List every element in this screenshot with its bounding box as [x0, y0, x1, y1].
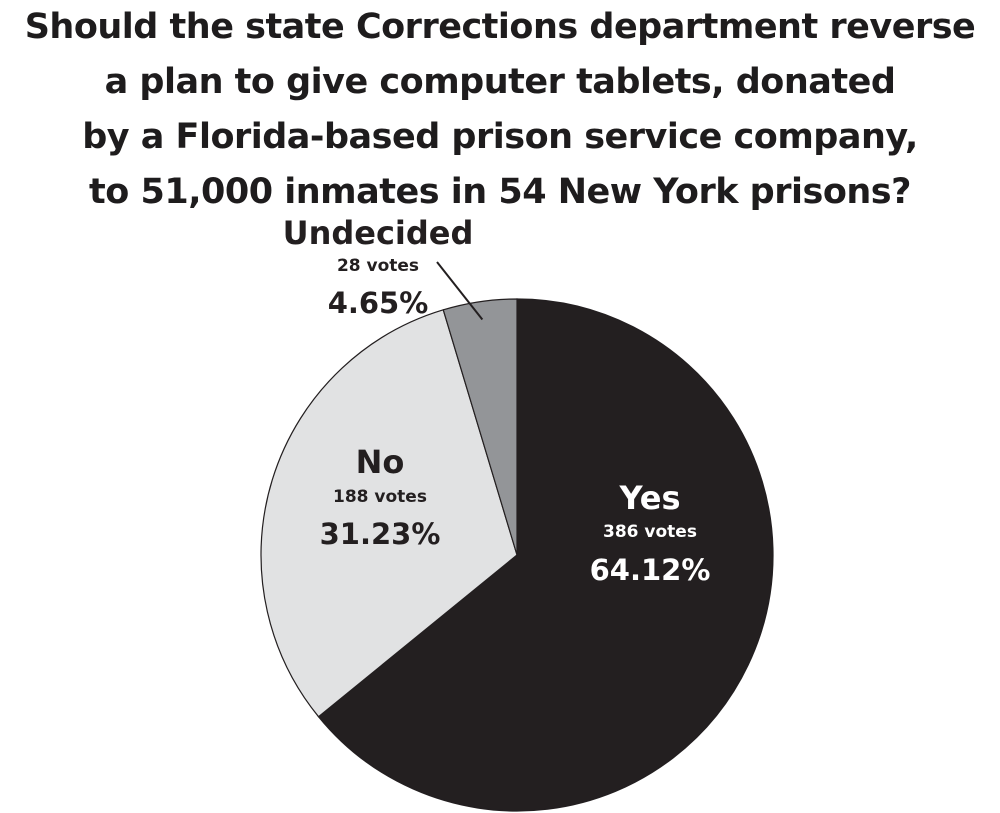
- pie-slice-yes: [317, 298, 774, 812]
- pie-slices: [260, 298, 774, 812]
- chart-title-line: Should the state Corrections department …: [24, 7, 976, 47]
- slice-name-undecided: Undecided: [283, 214, 474, 252]
- slice-label-no: No 188 votes 31.23%: [320, 443, 441, 551]
- slice-votes-yes: 386 votes: [603, 522, 697, 542]
- slice-percent-no: 31.23%: [320, 517, 441, 551]
- undecided-leader-line: [436, 261, 484, 321]
- chart-title: Should the state Corrections department …: [0, 0, 1000, 220]
- slice-label-yes: Yes 386 votes 64.12%: [590, 479, 711, 587]
- slice-votes-undecided: 28 votes: [337, 256, 419, 276]
- pie-slice-undecided: [442, 298, 518, 556]
- chart-title-line: to 51,000 inmates in 54 New York prisons…: [89, 172, 911, 212]
- chart-title-line: by a Florida-based prison service compan…: [82, 117, 918, 157]
- slice-percent-yes: 64.12%: [590, 553, 711, 587]
- slice-label-undecided: Undecided 28 votes 4.65%: [283, 214, 474, 320]
- slice-name-yes: Yes: [619, 479, 681, 517]
- slice-name-no: No: [356, 443, 405, 481]
- slice-percent-undecided: 4.65%: [328, 286, 429, 320]
- slice-votes-no: 188 votes: [333, 487, 427, 507]
- pie-slice-no: [260, 309, 518, 718]
- chart-title-line: a plan to give computer tablets, donated: [104, 62, 896, 102]
